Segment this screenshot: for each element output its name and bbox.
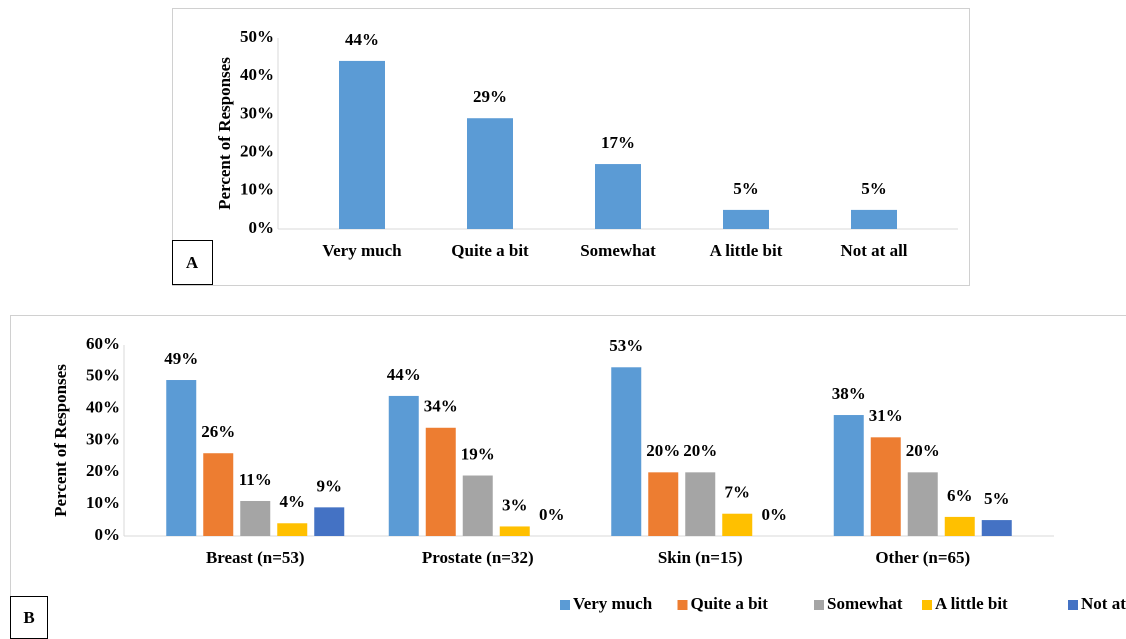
legend-swatch bbox=[814, 600, 824, 610]
y-tick-label: 10% bbox=[240, 180, 274, 199]
data-label: 3% bbox=[502, 495, 528, 514]
data-label: 4% bbox=[280, 492, 306, 511]
legend-swatch bbox=[922, 600, 932, 610]
data-label: 17% bbox=[601, 133, 635, 152]
legend-label: A little bit bbox=[935, 594, 1008, 613]
bar bbox=[595, 164, 641, 229]
y-tick-label: 50% bbox=[86, 366, 120, 385]
bar bbox=[722, 513, 753, 536]
data-label: 44% bbox=[387, 365, 421, 384]
y-tick-label: 0% bbox=[249, 218, 275, 237]
x-tick-label: Prostate (n=32) bbox=[422, 548, 534, 567]
bar bbox=[851, 209, 897, 229]
panel-a-label-box bbox=[172, 240, 213, 285]
panel-label: B bbox=[23, 608, 34, 627]
data-label: 38% bbox=[832, 384, 866, 403]
y-axis-title: Percent of Responses bbox=[215, 57, 234, 210]
x-tick-label: Somewhat bbox=[580, 241, 656, 260]
data-label: 53% bbox=[609, 336, 643, 355]
x-tick-label: Very much bbox=[322, 241, 402, 260]
data-label: 31% bbox=[869, 406, 903, 425]
data-label: 5% bbox=[733, 179, 759, 198]
data-label: 5% bbox=[984, 489, 1010, 508]
y-tick-label: 50% bbox=[240, 27, 274, 46]
bar bbox=[467, 118, 513, 229]
y-tick-label: 10% bbox=[86, 493, 120, 512]
data-label: 9% bbox=[317, 476, 343, 495]
bar bbox=[277, 523, 308, 536]
data-label: 26% bbox=[201, 422, 235, 441]
x-tick-label: Other (n=65) bbox=[875, 548, 970, 567]
data-label: 20% bbox=[646, 441, 680, 460]
data-label: 44% bbox=[345, 30, 379, 49]
data-label: 49% bbox=[164, 349, 198, 368]
legend-swatch bbox=[677, 600, 688, 610]
data-label: 11% bbox=[239, 470, 272, 489]
x-tick-label: Quite a bit bbox=[451, 241, 529, 260]
panel-b-frame bbox=[10, 315, 1126, 638]
y-tick-label: 40% bbox=[240, 65, 274, 84]
y-axis-title: Percent of Responses bbox=[51, 364, 70, 517]
x-tick-label: A little bit bbox=[710, 241, 783, 260]
bar bbox=[611, 367, 642, 536]
panel-b-label-box bbox=[10, 596, 48, 639]
data-label: 0% bbox=[762, 505, 788, 524]
data-label: 5% bbox=[861, 179, 887, 198]
bar bbox=[240, 500, 271, 536]
y-tick-label: 0% bbox=[95, 525, 121, 544]
data-label: 34% bbox=[424, 397, 458, 416]
legend-label: Quite a bit bbox=[691, 594, 769, 613]
x-tick-label: Breast (n=53) bbox=[206, 548, 305, 567]
bar bbox=[833, 415, 864, 536]
bar bbox=[648, 472, 679, 536]
data-label: 19% bbox=[461, 444, 495, 463]
y-tick-label: 20% bbox=[240, 142, 274, 161]
bar bbox=[339, 60, 385, 229]
y-tick-label: 20% bbox=[86, 461, 120, 480]
bar bbox=[166, 380, 197, 536]
bar bbox=[499, 526, 530, 536]
bar bbox=[685, 472, 716, 536]
bar bbox=[462, 475, 493, 536]
bar bbox=[870, 437, 901, 536]
bar bbox=[981, 520, 1012, 536]
bar bbox=[388, 395, 419, 536]
legend-label: Very much bbox=[573, 594, 653, 613]
legend-label: Somewhat bbox=[827, 594, 903, 613]
legend-swatch bbox=[1068, 600, 1078, 610]
panel-a-frame bbox=[172, 8, 970, 286]
data-label: 29% bbox=[473, 87, 507, 106]
y-tick-label: 30% bbox=[240, 103, 274, 122]
data-label: 0% bbox=[539, 505, 565, 524]
data-label: 7% bbox=[725, 483, 751, 502]
legend-swatch bbox=[560, 600, 570, 610]
panel-label: A bbox=[186, 253, 199, 272]
data-label: 20% bbox=[906, 441, 940, 460]
bar bbox=[203, 453, 234, 536]
bar bbox=[425, 427, 456, 536]
bar bbox=[314, 507, 345, 536]
y-tick-label: 30% bbox=[86, 429, 120, 448]
y-tick-label: 60% bbox=[86, 334, 120, 353]
x-tick-label: Not at all bbox=[840, 241, 907, 260]
bar bbox=[723, 209, 769, 229]
data-label: 6% bbox=[947, 486, 973, 505]
legend-label: Not at all bbox=[1081, 594, 1126, 613]
y-tick-label: 40% bbox=[86, 398, 120, 417]
bar bbox=[907, 472, 938, 536]
bar bbox=[944, 516, 975, 536]
data-label: 20% bbox=[683, 441, 717, 460]
x-tick-label: Skin (n=15) bbox=[658, 548, 743, 567]
